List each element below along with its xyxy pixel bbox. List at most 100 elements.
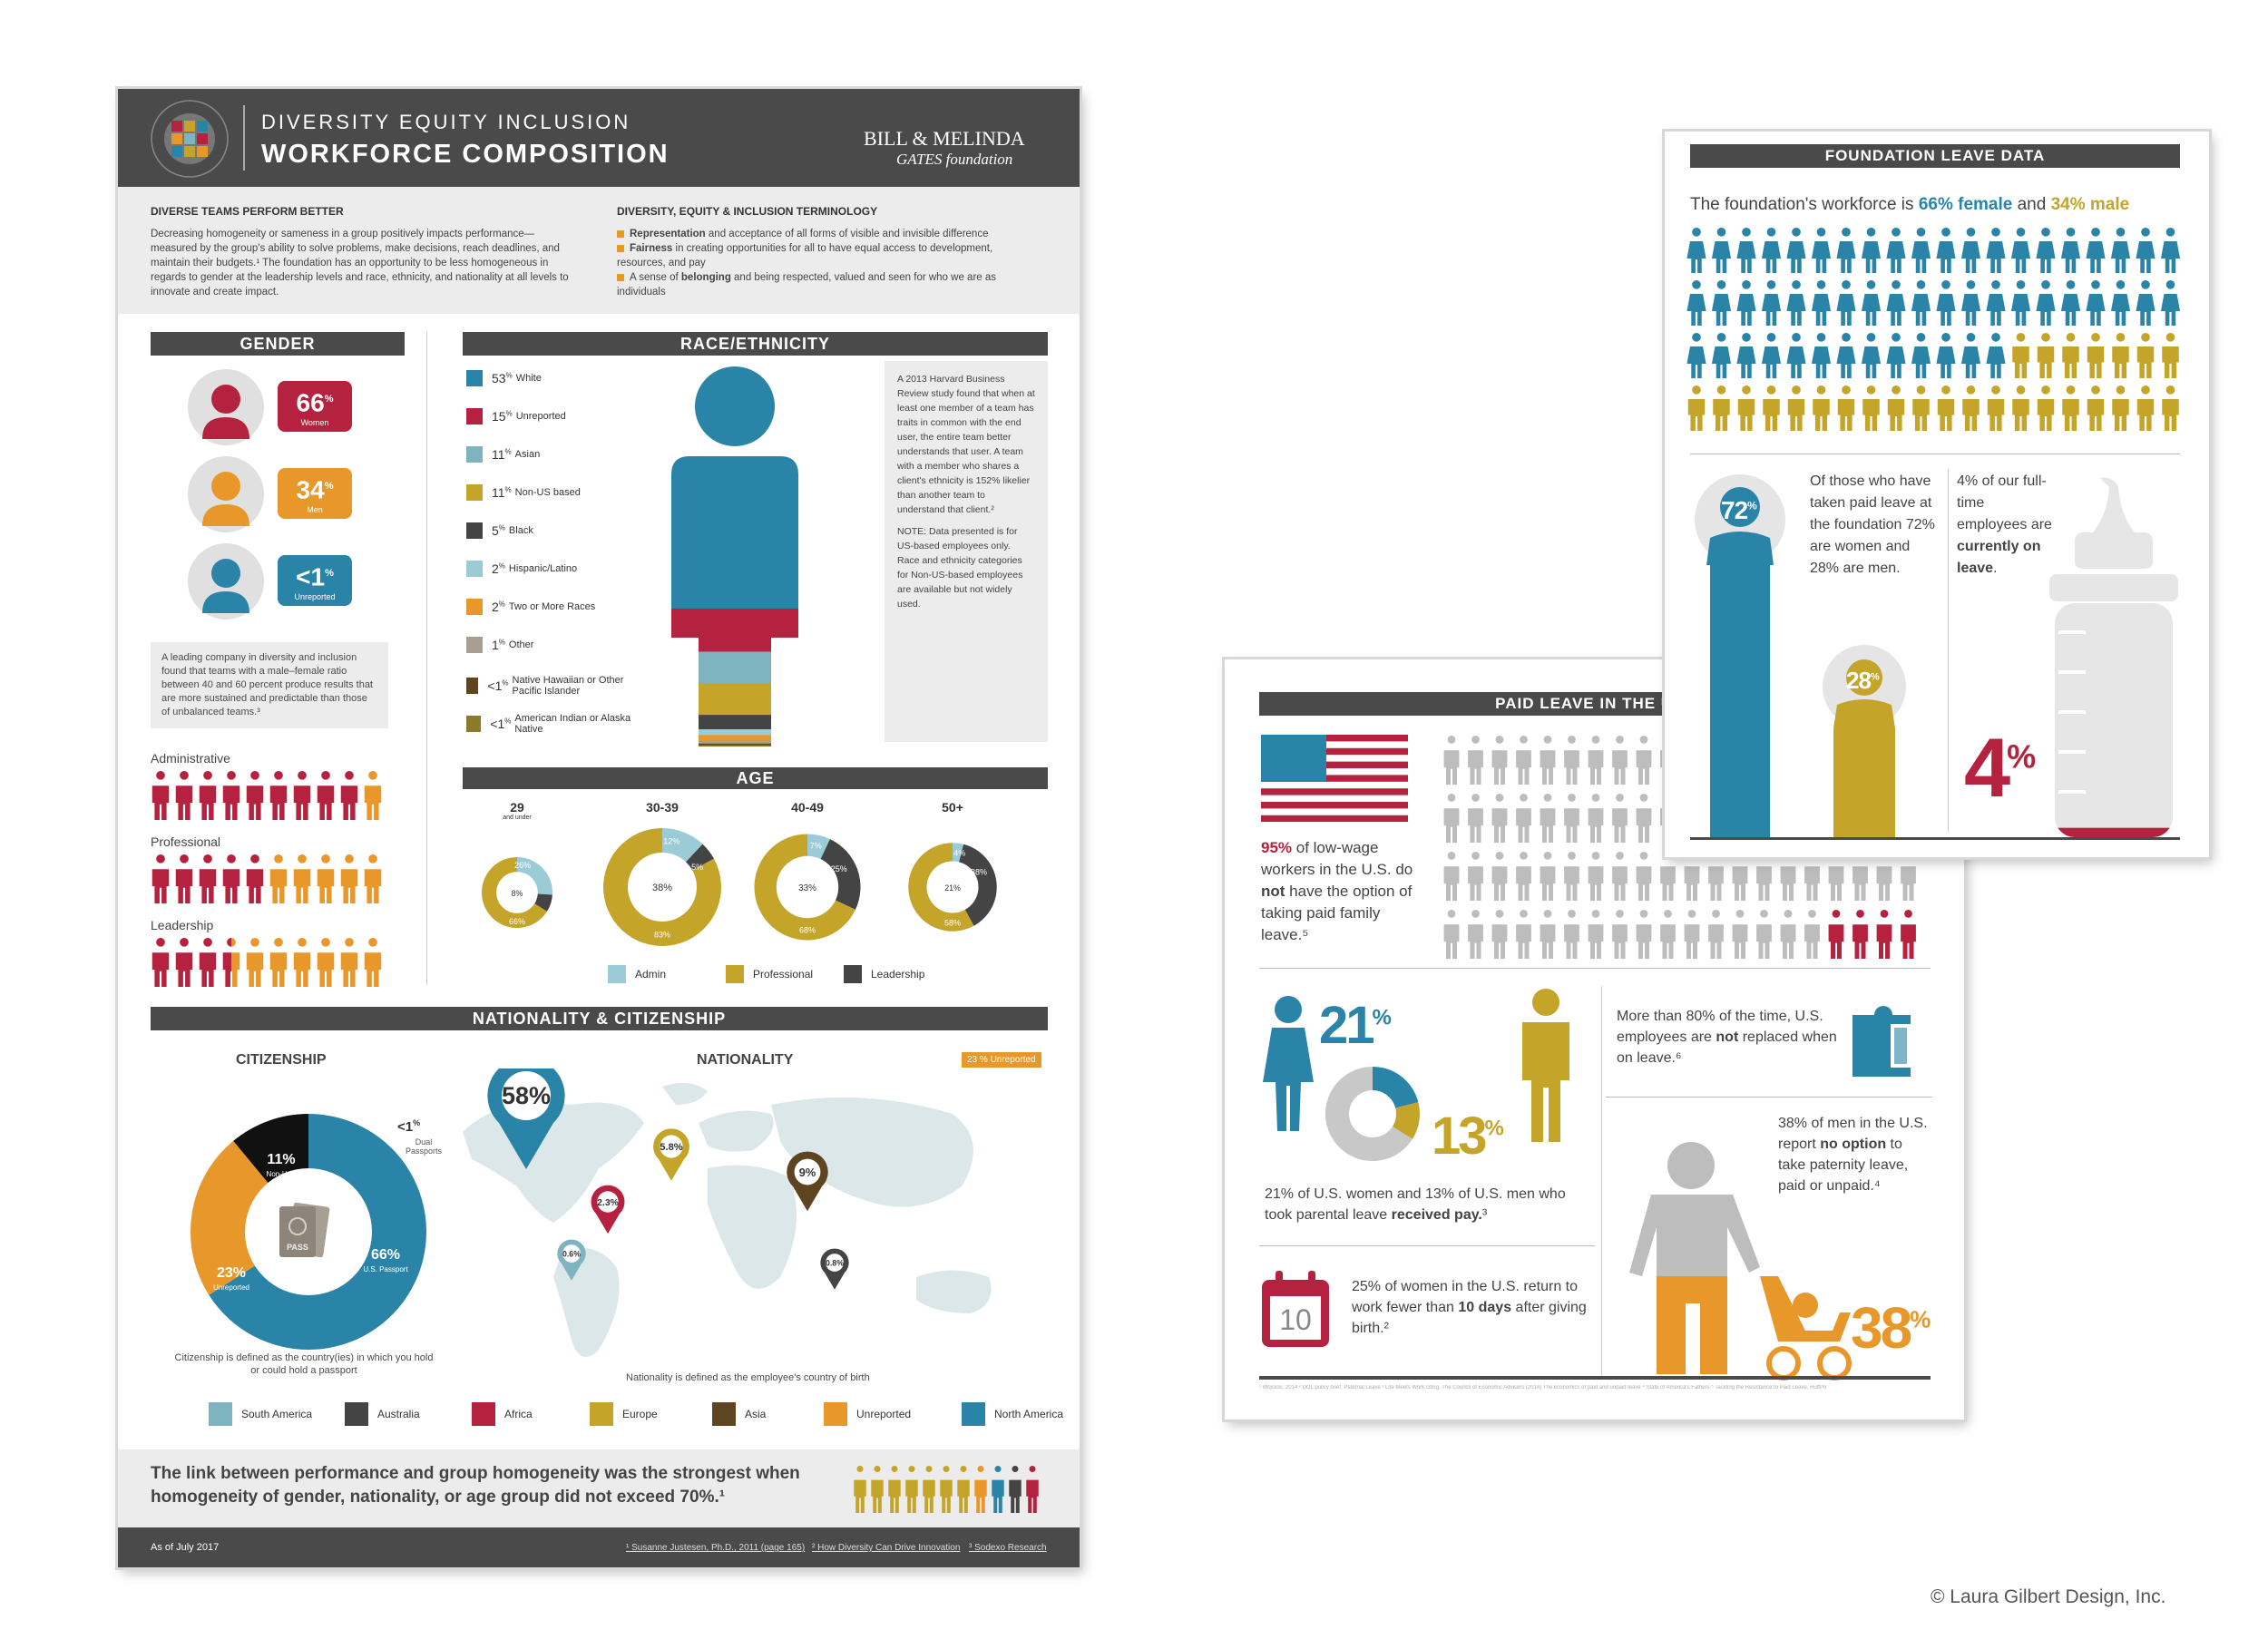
race-band [671,456,798,610]
male-person-icon [1987,385,2005,431]
low-wage-person-icon [1853,910,1868,959]
poster-footer: As of July 2017 ¹ Susanne Justesen, Ph.D… [118,1527,1080,1567]
male-person-icon [1713,385,1730,431]
male-person-icon [1862,385,1880,431]
quote-person-icon [923,1466,935,1513]
map-pin-value: 2.3% [597,1198,619,1208]
level-person-icon [152,771,170,820]
reference-link[interactable]: ¹ Susanne Justesen, Ph.D., 2011 (page 16… [626,1543,806,1553]
low-wage-person-icon [1732,910,1748,959]
gender-row: <1% Unreported [187,542,405,624]
level-person-icon [222,938,231,987]
footer-quote: The link between performance and group h… [151,1464,800,1507]
female-person-icon [2060,280,2081,326]
continent-shape [699,1110,774,1152]
low-wage-person-icon [1491,910,1508,959]
male-person-icon [1813,385,1830,431]
low-wage-person-icon [1491,852,1508,901]
age-donuts: 29 and under 8% 66% 26% 30-39 38% 83% 12% 5% 40-49… [463,796,1048,960]
low-wage-person-icon [1588,736,1604,785]
bottle-fill [2055,827,2173,837]
female-person-icon [2086,280,2106,326]
nationality-section-title: NATIONALITY & CITIZENSHIP [151,1007,1048,1030]
low-wage-person-icon [1516,852,1531,901]
woman-icon [1263,996,1314,1131]
citizenship-label: Non-U.S. [267,1170,297,1178]
level-person-icon [269,938,288,987]
age-admin-value: 4% [953,848,965,857]
men-leave-value: 28% [1846,667,1880,694]
female-person-icon [1960,228,1981,273]
low-wage-person-icon [1612,852,1628,901]
male-person-icon [1887,385,1905,431]
female-person-icon [2110,228,2131,273]
map-pin-icon: 9% [787,1151,828,1212]
low-wage-person-icon [1443,852,1460,901]
low-wage-person-icon [1564,852,1579,901]
race-legend-item: 15% Unreported [466,408,648,424]
low-wage-person-icon [1468,852,1483,901]
age-group-label: 40-49 [791,800,824,815]
foundation-leave-card: FOUNDATION LEAVE DATA The foundation's w… [1665,132,2209,857]
male-person-icon [1962,385,1980,431]
citizenship-title: CITIZENSHIP [236,1052,327,1068]
race-legend: 53% White 15% Unreported 11% Asian 11% Non-US b… [466,370,648,751]
quote-person-icon [871,1466,884,1513]
male-person-icon [2012,385,2029,431]
low-wage-person-icon [1636,794,1652,843]
world-map: 58% 5.8% 9% 2.3% 0.6% 0.8% [463,1068,992,1357]
on-leave-big-value: 4% [1964,722,2036,815]
age-center-value: 33% [798,883,816,893]
low-wage-person-icon [1636,852,1652,901]
citizenship-label: U.S. Passport [363,1265,408,1273]
male-person-icon [1837,385,1855,431]
age-group-label: 29 and under [503,800,532,821]
low-wage-person-icon [1636,736,1652,785]
male-person-icon [2037,333,2055,378]
reference-link[interactable]: ² How Diversity Can Drive Innovation [812,1543,961,1553]
male-person-icon [1737,385,1755,431]
female-person-icon [1936,228,1956,273]
level-person-icon [246,938,264,987]
age-pro-value: 68% [799,925,816,934]
level-person-icon [222,854,240,903]
level-label: Administrative [151,751,230,766]
level-people-row [152,854,382,903]
female-person-icon [2160,228,2181,273]
calendar-days: 10 [1279,1303,1312,1336]
level-person-icon [364,854,382,903]
gender-value: 66% [296,388,334,417]
level-person-icon [199,771,217,820]
level-person-icon [269,854,288,903]
low-wage-person-icon [1660,852,1676,901]
continent-shape [916,1270,992,1313]
female-person-icon [1960,333,1981,378]
age-leadership-value: 38% [971,868,987,877]
female-person-icon [1986,228,2006,273]
low-wage-stat: 95% of low-wage workers in the U.S. do n… [1261,839,1413,943]
low-wage-person-icon [1684,910,1700,959]
intro-right-heading: DIVERSITY, EQUITY & INCLUSION TERMINOLOG… [617,205,878,218]
nationality-legend: South America Australia Africa Europe Asia Un… [209,1402,1063,1429]
paternity-big-value: 38% [1851,1295,1931,1361]
female-person-icon [2086,228,2106,273]
low-wage-person-icon [1756,910,1772,959]
gender-section-title: GENDER [151,332,405,356]
paid-leave-pay-stat: 21% of U.S. women and 13% of U.S. men wh… [1265,1186,1566,1223]
low-wage-person-icon [1853,852,1868,901]
male-person-icon [2112,385,2129,431]
female-person-icon [1886,280,1906,326]
female-person-icon [2010,228,2031,273]
reference-link[interactable]: ³ Sodexo Research [969,1543,1047,1553]
women-leave-value: 72% [1721,496,1757,524]
map-pin-value: 58% [502,1082,551,1109]
female-person-icon [1911,280,1931,326]
age-donut-chart: 38% 83% 12% 5% [603,828,721,946]
level-person-icon [152,938,170,987]
age-donut-chart: 8% 66% 26% [482,857,552,928]
level-person-icon [364,938,382,987]
race-band [671,728,798,736]
female-person-icon [1711,280,1732,326]
female-person-icon [1836,333,1856,378]
male-person-icon [2087,333,2105,378]
